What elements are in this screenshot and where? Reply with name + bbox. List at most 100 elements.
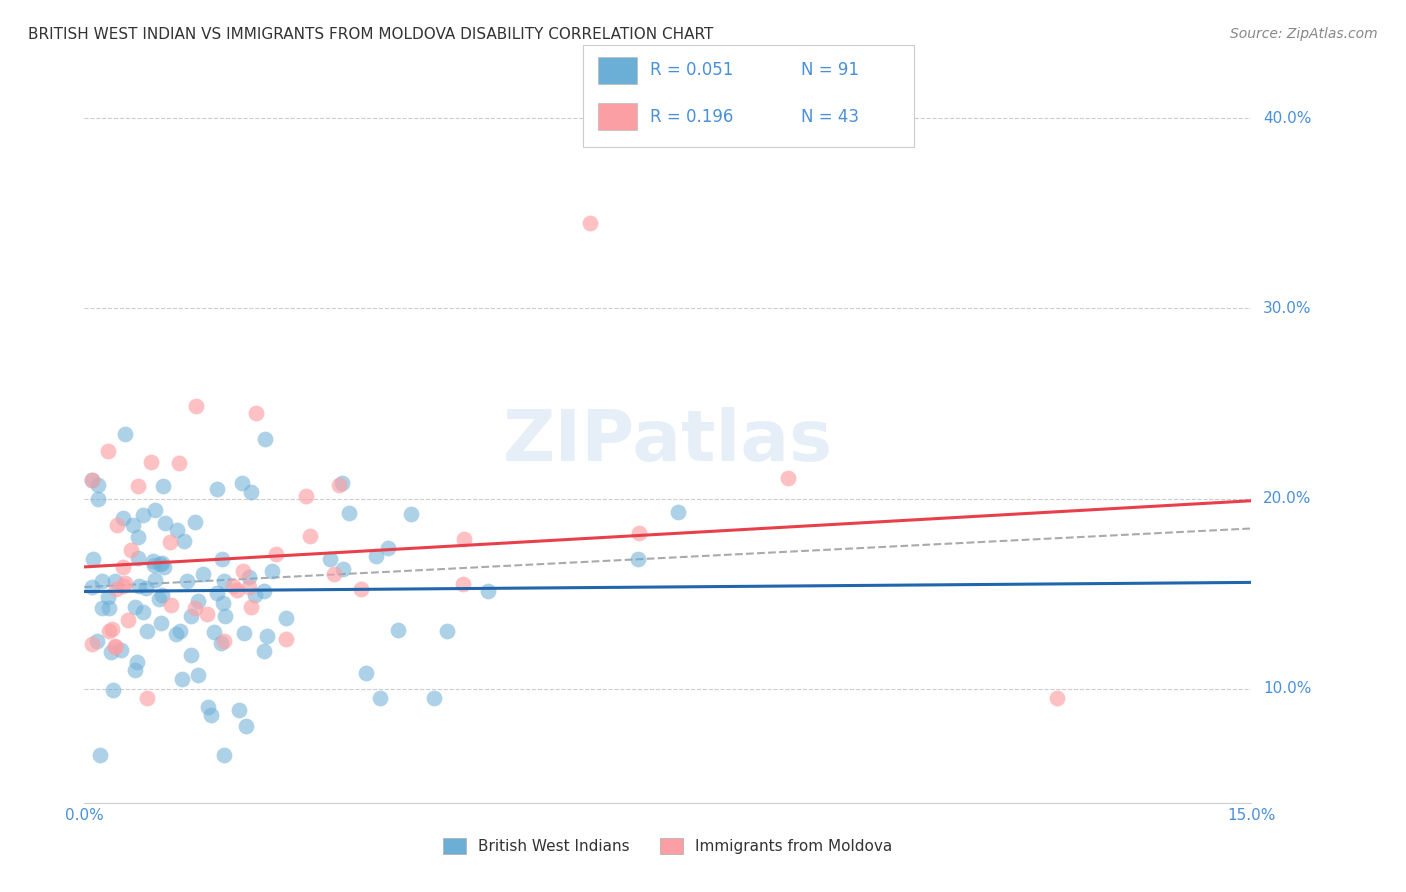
Point (166, 524, 188, 538)
Point (148, 592, 170, 607)
Point (105, 582, 128, 597)
Text: 30.0%: 30.0% (1263, 301, 1312, 316)
Point (184, 601, 207, 615)
Text: N = 43: N = 43 (801, 108, 859, 126)
Point (149, 558, 172, 572)
Point (152, 479, 174, 493)
Point (233, 626, 256, 640)
Point (120, 543, 142, 558)
Point (82, 551, 104, 566)
Point (101, 683, 124, 698)
Point (90, 574, 112, 588)
Point (87, 491, 110, 506)
Point (187, 593, 209, 607)
Point (1046, 691, 1069, 706)
Point (260, 564, 283, 578)
Point (124, 600, 146, 615)
Point (776, 470, 799, 484)
Point (399, 507, 422, 521)
Point (276, 632, 298, 646)
Point (197, 607, 219, 621)
Point (238, 580, 260, 594)
Point (87, 478, 110, 492)
Point (125, 655, 148, 669)
Point (114, 427, 136, 442)
Point (135, 581, 157, 595)
Point (136, 624, 159, 638)
Point (180, 648, 202, 662)
Point (387, 624, 409, 638)
Point (176, 574, 198, 588)
Point (145, 503, 167, 517)
Point (114, 575, 136, 590)
Point (276, 610, 298, 624)
Point (142, 554, 165, 568)
Point (122, 517, 145, 532)
Legend: British West Indians, Immigrants from Moldova: British West Indians, Immigrants from Mo… (437, 832, 898, 860)
Point (184, 399, 207, 413)
Text: Source: ZipAtlas.com: Source: ZipAtlas.com (1230, 27, 1378, 41)
Point (145, 573, 167, 587)
Point (235, 719, 257, 733)
Point (212, 574, 235, 588)
Point (377, 541, 399, 556)
Point (150, 615, 173, 630)
Point (211, 552, 233, 566)
Point (264, 547, 287, 561)
Point (165, 626, 187, 640)
Point (132, 605, 155, 619)
Point (214, 748, 236, 763)
Point (350, 582, 373, 596)
Point (150, 557, 173, 571)
Point (128, 579, 150, 593)
Point (323, 567, 346, 582)
Point (253, 433, 276, 447)
Point (332, 562, 354, 576)
Text: BRITISH WEST INDIAN VS IMMIGRANTS FROM MOLDOVA DISABILITY CORRELATION CHART: BRITISH WEST INDIAN VS IMMIGRANTS FROM M… (28, 27, 713, 42)
Point (173, 533, 195, 548)
Point (112, 579, 135, 593)
Point (364, 549, 387, 564)
Point (453, 532, 475, 546)
Point (132, 508, 155, 523)
Point (200, 708, 222, 723)
Point (328, 477, 350, 491)
Point (245, 588, 267, 602)
Point (97, 590, 120, 604)
Point (214, 634, 236, 648)
Point (97, 624, 120, 638)
Point (193, 566, 215, 581)
Point (89, 748, 111, 763)
Point (339, 506, 361, 520)
Point (86, 634, 108, 648)
Point (239, 485, 262, 500)
Point (368, 691, 391, 706)
Point (253, 644, 276, 658)
Point (214, 609, 236, 624)
Text: ZIPatlas: ZIPatlas (503, 407, 832, 476)
Text: R = 0.051: R = 0.051 (650, 62, 733, 79)
Point (423, 691, 446, 706)
Point (112, 510, 135, 524)
Point (628, 525, 651, 540)
Point (104, 640, 127, 655)
Point (238, 570, 260, 584)
Point (354, 666, 377, 681)
Text: 40.0%: 40.0% (1263, 111, 1312, 126)
Point (167, 456, 190, 470)
Point (143, 558, 166, 573)
Point (101, 622, 124, 636)
Point (231, 475, 253, 490)
Point (82, 637, 104, 651)
Point (232, 564, 254, 578)
Point (110, 642, 132, 657)
Point (183, 515, 205, 529)
Point (117, 613, 139, 627)
Point (211, 596, 233, 610)
Point (135, 691, 157, 706)
Text: N = 91: N = 91 (801, 62, 859, 79)
Point (295, 489, 318, 503)
Point (627, 551, 650, 566)
Point (253, 584, 276, 599)
Point (477, 584, 499, 599)
